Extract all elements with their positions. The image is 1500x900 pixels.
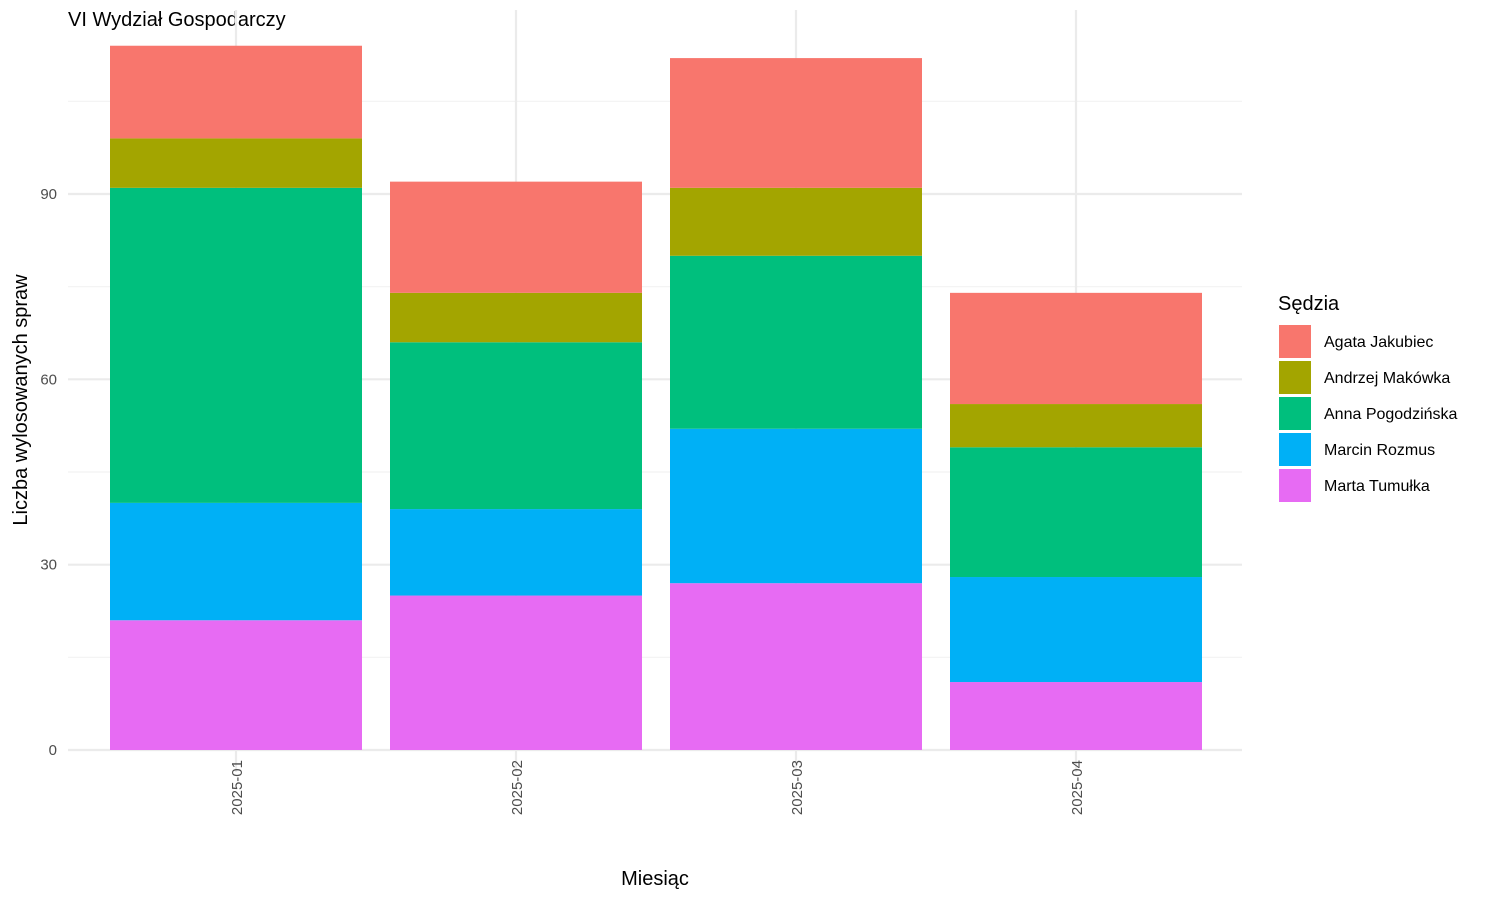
bar-segment	[950, 447, 1202, 578]
bar-segment	[110, 187, 362, 503]
bar-segment	[110, 620, 362, 750]
y-tick-label: 30	[40, 557, 57, 574]
x-tick-label: 2025-04	[1069, 760, 1086, 815]
bar-segment	[950, 682, 1202, 750]
y-tick-label: 90	[40, 186, 57, 203]
legend-entry: Marta Tumułka	[1324, 478, 1430, 495]
bar-segment	[670, 255, 922, 429]
bar-segment	[670, 58, 922, 188]
bar-segment	[110, 45, 362, 139]
bar-segment	[390, 181, 642, 293]
y-axis-title: Liczba wylosowanych spraw	[10, 274, 32, 526]
legend-entry: Agata Jakubiec	[1324, 334, 1433, 351]
bar-segment	[390, 509, 642, 596]
y-tick-label: 0	[49, 742, 57, 759]
bar-segment	[950, 404, 1202, 448]
legend-swatch	[1279, 397, 1311, 430]
chart-title: VI Wydział Gospodarczy	[68, 9, 286, 31]
bar-segment	[670, 187, 922, 256]
y-tick-label: 60	[40, 371, 57, 388]
bar-segment	[110, 502, 362, 621]
bar-segment	[390, 292, 642, 343]
legend-swatch	[1279, 433, 1311, 466]
bar-segment	[670, 583, 922, 750]
legend-entry: Andrzej Makówka	[1324, 370, 1450, 387]
bar-segment	[390, 342, 642, 510]
x-tick-label: 2025-03	[789, 760, 806, 815]
bars	[110, 45, 1202, 750]
x-axis-ticks: 2025-01 2025-02 2025-03 2025-04	[229, 760, 1086, 815]
y-axis-ticks: 0 30 60 90	[40, 186, 57, 759]
legend-title: Sędzia	[1278, 293, 1340, 315]
bar-segment	[950, 292, 1202, 405]
bar-segment	[670, 428, 922, 584]
legend-swatch	[1279, 469, 1311, 502]
x-tick-label: 2025-02	[509, 760, 526, 815]
bar-segment	[390, 595, 642, 750]
x-axis-title: Miesiąc	[621, 868, 689, 890]
legend-swatch	[1279, 361, 1311, 394]
legend-entry: Marcin Rozmus	[1324, 442, 1435, 459]
bar-segment	[110, 138, 362, 188]
legend-entry: Anna Pogodzińska	[1324, 406, 1458, 423]
legend: Sędzia Agata Jakubiec Andrzej Makówka Anna…	[1278, 293, 1458, 502]
x-tick-label: 2025-01	[229, 760, 246, 815]
legend-swatch	[1279, 325, 1311, 358]
bar-segment	[950, 577, 1202, 683]
